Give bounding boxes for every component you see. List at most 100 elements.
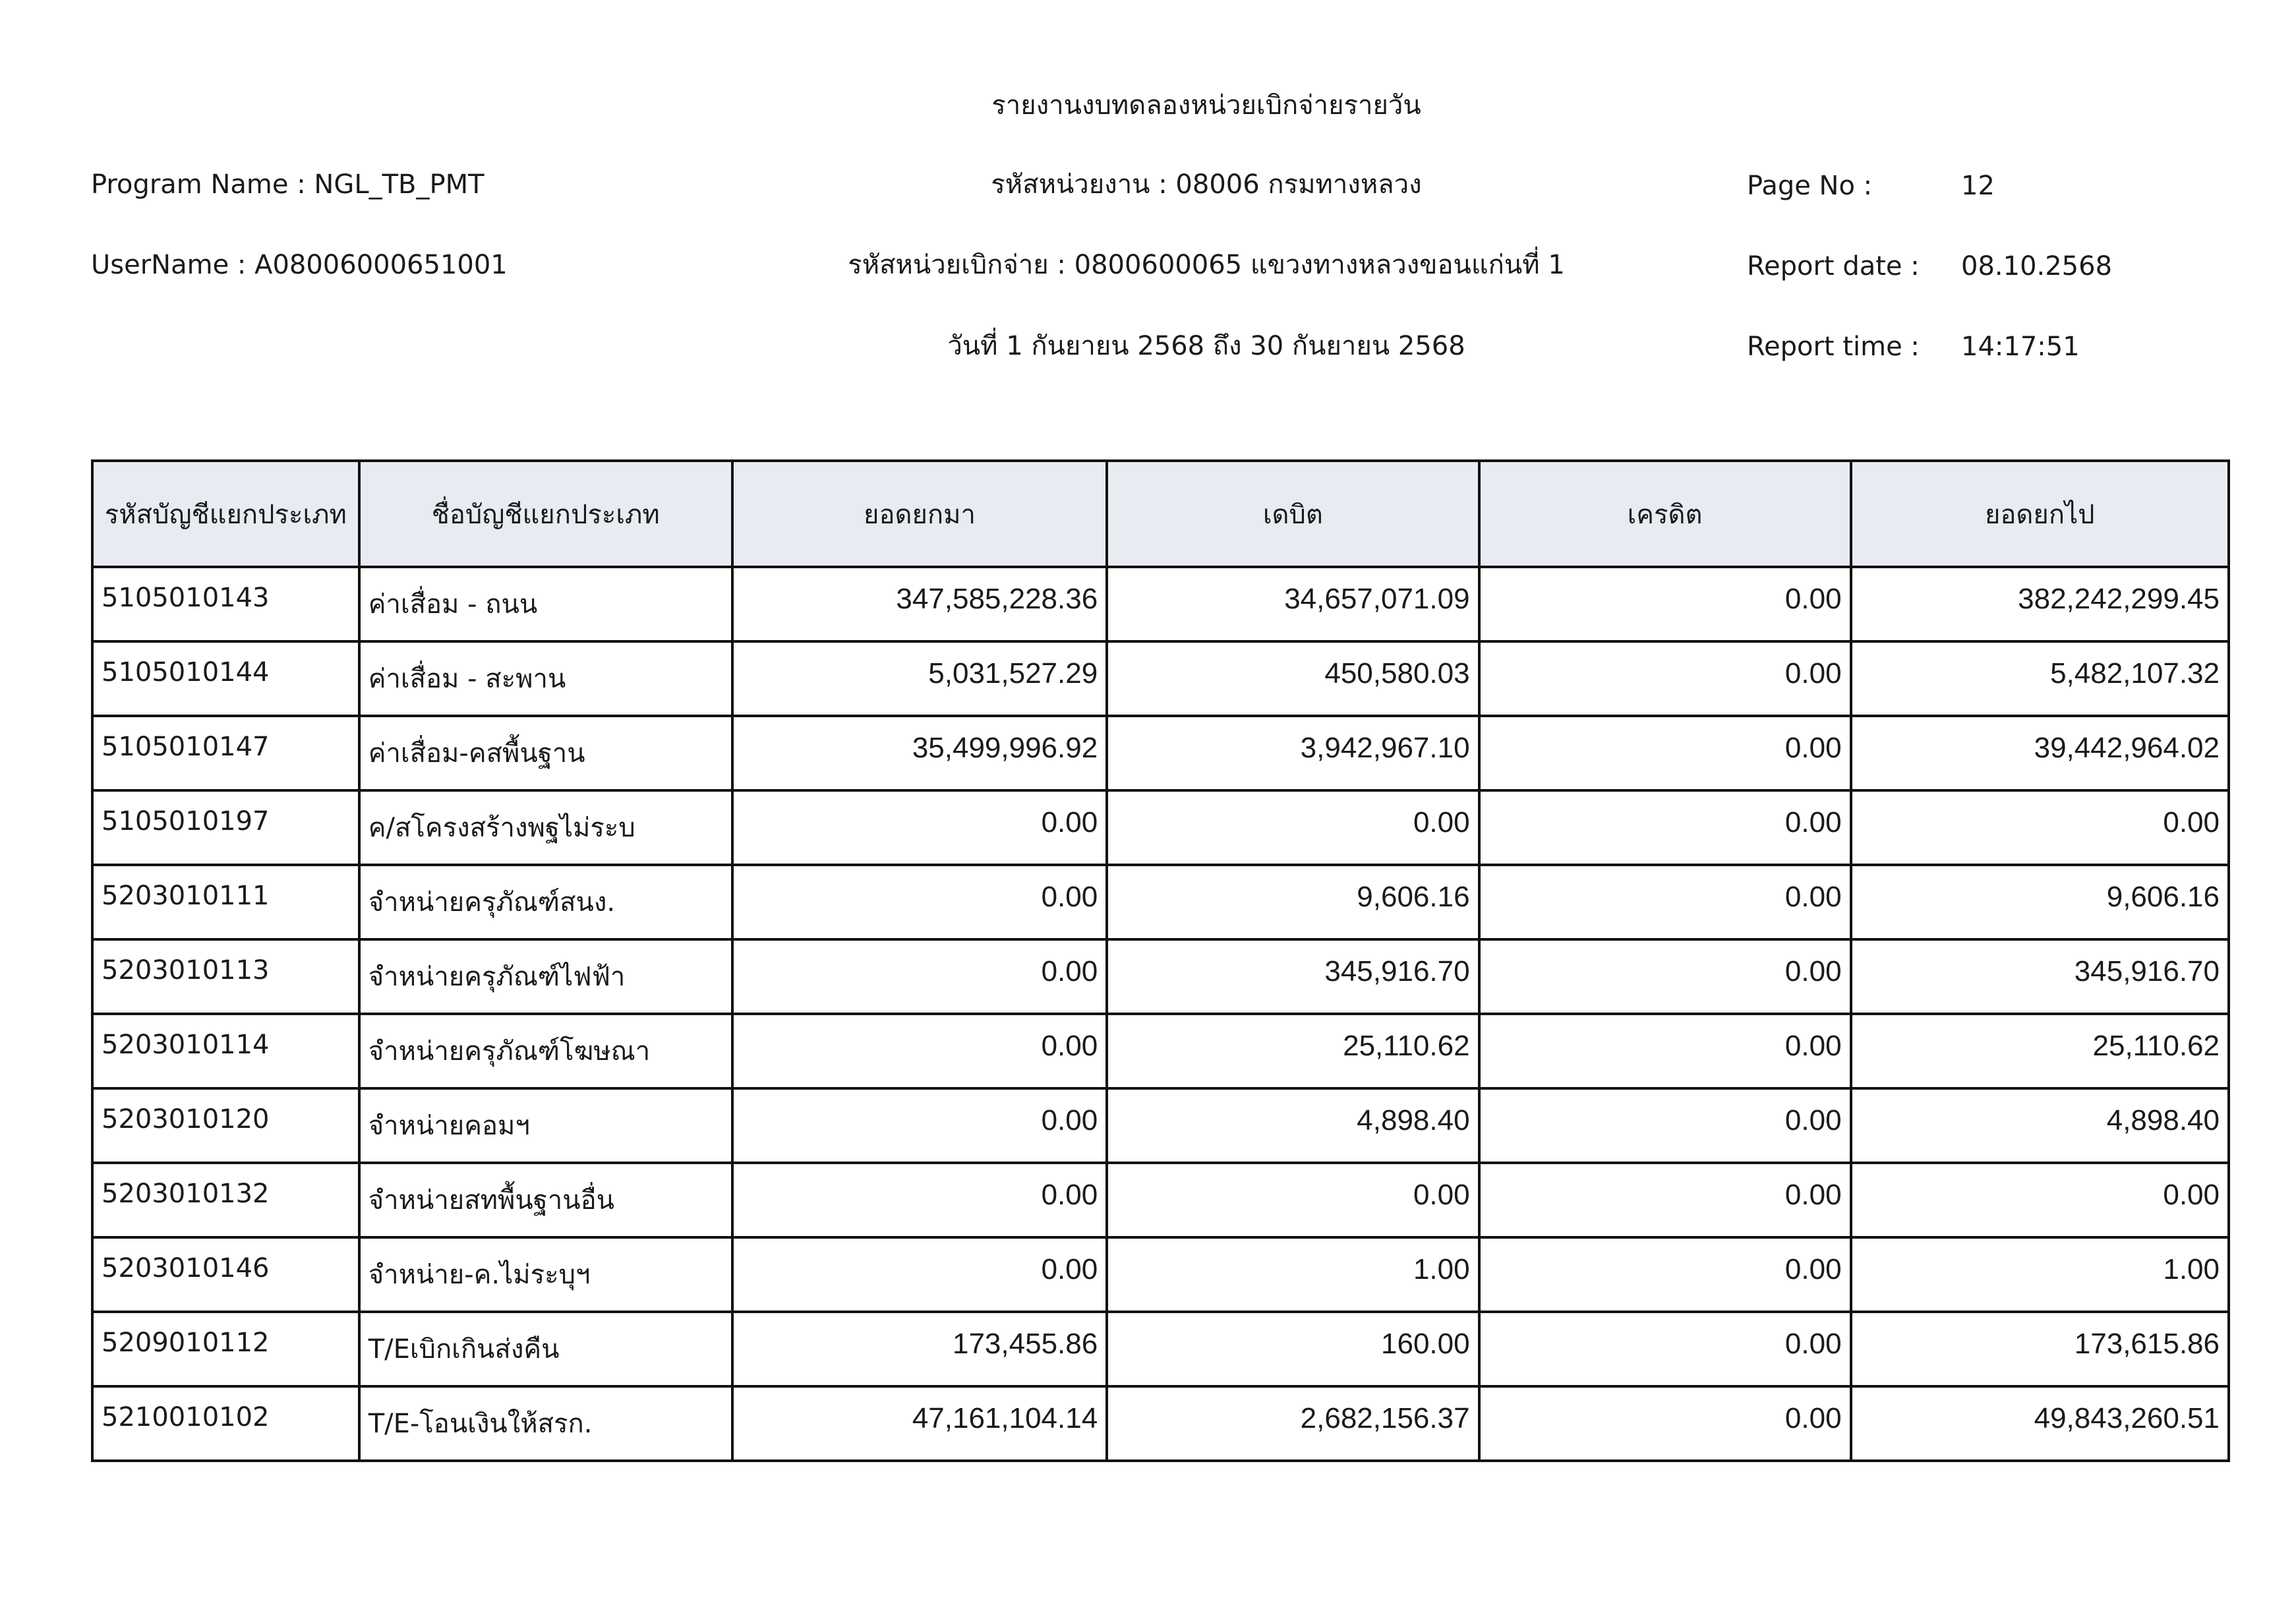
cell-credit: 0.00: [1477, 1385, 1852, 1462]
cell-credit: 0.00: [1477, 789, 1852, 866]
cell-opening-balance: 0.00: [730, 938, 1109, 1015]
cell-account-code: 5105010147: [91, 715, 361, 792]
cell-account-name: ค่าเสื่อม-คสพื้นฐาน: [357, 715, 734, 792]
page-no: 12: [1961, 171, 1995, 201]
table-row: 5203010113 จำหน่ายครุภัณฑ์ไฟฟ้า 0.00 345,91…: [91, 938, 2231, 1015]
table-row: 5210010102 T/E-โอนเงินให้สรก. 47,161,104.1…: [91, 1385, 2231, 1462]
report-time: 14:17:51: [1961, 332, 2080, 362]
cell-account-code: 5203010111: [91, 864, 361, 941]
cell-credit: 0.00: [1477, 938, 1852, 1015]
cell-opening-balance: 347,585,228.36: [730, 566, 1109, 643]
table-row: 5105010144 ค่าเสื่อม - สะพาน 5,031,527.29 4…: [91, 640, 2231, 717]
cell-credit: 0.00: [1477, 715, 1852, 792]
cell-account-name: T/E-โอนเงินให้สรก.: [357, 1385, 734, 1462]
cell-closing-balance: 9,606.16: [1849, 864, 2231, 941]
cell-debit: 160.00: [1105, 1310, 1481, 1388]
report-date-label: Report date :: [1747, 251, 1920, 281]
cell-closing-balance: 0.00: [1849, 789, 2231, 866]
cell-account-name: จำหน่ายครุภัณฑ์ไฟฟ้า: [357, 938, 734, 1015]
cell-account-name: จำหน่ายครุภัณฑ์โฆษณา: [357, 1013, 734, 1090]
cell-closing-balance: 382,242,299.45: [1849, 566, 2231, 643]
cell-closing-balance: 0.00: [1849, 1162, 2231, 1239]
cell-account-code: 5203010114: [91, 1013, 361, 1090]
col-header-account-code: รหัสบัญชีแยกประเภท: [91, 459, 361, 568]
cell-account-code: 5203010146: [91, 1236, 361, 1313]
table-row: 5209010112 T/Eเบิกเกินส่งคืน 173,455.86 160…: [91, 1310, 2231, 1388]
cell-credit: 0.00: [1477, 864, 1852, 941]
cell-account-code: 5105010197: [91, 789, 361, 866]
cell-opening-balance: 5,031,527.29: [730, 640, 1109, 717]
cell-closing-balance: 4,898.40: [1849, 1087, 2231, 1164]
cell-closing-balance: 1.00: [1849, 1236, 2231, 1313]
report-time-label: Report time :: [1747, 332, 1920, 362]
cell-closing-balance: 25,110.62: [1849, 1013, 2231, 1090]
cell-account-code: 5209010112: [91, 1310, 361, 1388]
cell-opening-balance: 47,161,104.14: [730, 1385, 1109, 1462]
cell-opening-balance: 0.00: [730, 789, 1109, 866]
cell-account-code: 5105010143: [91, 566, 361, 643]
report-period: วันที่ 1 กันยายน 2568 ถึง 30 กันยายน 256…: [947, 331, 1465, 361]
cell-opening-balance: 173,455.86: [730, 1310, 1109, 1388]
cell-account-code: 5203010120: [91, 1087, 361, 1164]
cell-debit: 0.00: [1105, 789, 1481, 866]
cell-debit: 25,110.62: [1105, 1013, 1481, 1090]
trial-balance-table: รหัสบัญชีแยกประเภท ชื่อบัญชีแยกประเภท ยอ…: [91, 459, 2231, 1462]
report-title: รายงานงบทดลองหน่วยเบิกจ่ายรายวัน: [991, 90, 1421, 121]
cell-debit: 3,942,967.10: [1105, 715, 1481, 792]
cell-account-name: ค/สโครงสร้างพฐไม่ระบ: [357, 789, 734, 866]
cell-debit: 4,898.40: [1105, 1087, 1481, 1164]
cell-opening-balance: 0.00: [730, 1087, 1109, 1164]
table-row: 5203010111 จำหน่ายครุภัณฑ์สนง. 0.00 9,606.1…: [91, 864, 2231, 941]
cell-closing-balance: 173,615.86: [1849, 1310, 2231, 1388]
table-row: 5203010132 จำหน่ายสทพื้นฐานอื่น 0.00 0.00 0.…: [91, 1162, 2231, 1239]
col-header-credit: เครดิต: [1477, 459, 1852, 568]
cell-opening-balance: 0.00: [730, 1013, 1109, 1090]
cell-debit: 9,606.16: [1105, 864, 1481, 941]
disbursing-unit: รหัสหน่วยเบิกจ่าย : 0800600065 แขวงทางหล…: [848, 250, 1565, 280]
cell-debit: 1.00: [1105, 1236, 1481, 1313]
cell-account-code: 5203010132: [91, 1162, 361, 1239]
col-header-closing-balance: ยอดยกไป: [1849, 459, 2231, 568]
cell-credit: 0.00: [1477, 640, 1852, 717]
table-row: 5105010197 ค/สโครงสร้างพฐไม่ระบ 0.00 0.00 0.…: [91, 789, 2231, 866]
cell-account-name: จำหน่ายครุภัณฑ์สนง.: [357, 864, 734, 941]
table-row: 5105010147 ค่าเสื่อม-คสพื้นฐาน 35,499,996.…: [91, 715, 2231, 792]
cell-credit: 0.00: [1477, 566, 1852, 643]
cell-account-name: จำหน่าย-ค.ไม่ระบุฯ: [357, 1236, 734, 1313]
cell-credit: 0.00: [1477, 1013, 1852, 1090]
cell-opening-balance: 35,499,996.92: [730, 715, 1109, 792]
cell-account-name: T/Eเบิกเกินส่งคืน: [357, 1310, 734, 1388]
col-header-opening-balance: ยอดยกมา: [730, 459, 1109, 568]
cell-debit: 450,580.03: [1105, 640, 1481, 717]
program-name: Program Name : NGL_TB_PMT: [91, 169, 485, 200]
table-row: 5203010120 จำหน่ายคอมฯ 0.00 4,898.40 0.00 4,8…: [91, 1087, 2231, 1164]
table-row: 5105010143 ค่าเสื่อม - ถนน 347,585,228.36 3…: [91, 566, 2231, 643]
cell-opening-balance: 0.00: [730, 1236, 1109, 1313]
cell-debit: 0.00: [1105, 1162, 1481, 1239]
cell-closing-balance: 345,916.70: [1849, 938, 2231, 1015]
cell-account-code: 5210010102: [91, 1385, 361, 1462]
col-header-account-name: ชื่อบัญชีแยกประเภท: [357, 459, 734, 568]
cell-closing-balance: 5,482,107.32: [1849, 640, 2231, 717]
cell-opening-balance: 0.00: [730, 864, 1109, 941]
cell-account-name: จำหน่ายสทพื้นฐานอื่น: [357, 1162, 734, 1239]
cell-credit: 0.00: [1477, 1236, 1852, 1313]
page-no-label: Page No :: [1747, 171, 1873, 201]
cell-closing-balance: 39,442,964.02: [1849, 715, 2231, 792]
col-header-debit: เดบิต: [1105, 459, 1481, 568]
cell-debit: 34,657,071.09: [1105, 566, 1481, 643]
cell-account-code: 5105010144: [91, 640, 361, 717]
table-row: 5203010146 จำหน่าย-ค.ไม่ระบุฯ 0.00 1.00 0.00…: [91, 1236, 2231, 1313]
cell-account-name: ค่าเสื่อม - ถนน: [357, 566, 734, 643]
table-row: 5203010114 จำหน่ายครุภัณฑ์โฆษณา 0.00 25,110…: [91, 1013, 2231, 1090]
cell-closing-balance: 49,843,260.51: [1849, 1385, 2231, 1462]
cell-account-name: ค่าเสื่อม - สะพาน: [357, 640, 734, 717]
cell-credit: 0.00: [1477, 1162, 1852, 1239]
report-date: 08.10.2568: [1961, 251, 2113, 281]
cell-opening-balance: 0.00: [730, 1162, 1109, 1239]
cell-debit: 2,682,156.37: [1105, 1385, 1481, 1462]
cell-credit: 0.00: [1477, 1087, 1852, 1164]
cell-credit: 0.00: [1477, 1310, 1852, 1388]
agency: รหัสหน่วยงาน : 08006 กรมทางหลวง: [991, 169, 1422, 200]
table-header-row: รหัสบัญชีแยกประเภท ชื่อบัญชีแยกประเภท ยอ…: [91, 459, 2231, 568]
